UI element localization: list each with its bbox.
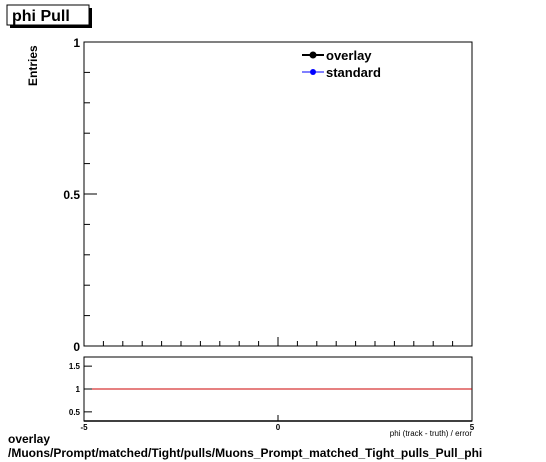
x-axis-label: phi (track - truth) / error (390, 429, 473, 438)
title-box-frame (6, 4, 90, 26)
main-panel: Entries 00.51 overlay standard (26, 36, 473, 354)
main-y-axis: 00.51 (63, 36, 97, 354)
title-box: phi Pull (6, 4, 92, 28)
ratio-y-tick-label: 0.5 (69, 408, 81, 417)
legend-entry-standard: standard (302, 65, 381, 80)
main-y-tick-label: 1 (73, 36, 80, 50)
legend-standard-marker (310, 69, 316, 75)
ratio-y-tick-label: 1.5 (69, 362, 81, 371)
footer-path: overlay /Muons/Prompt/matched/Tight/pull… (8, 432, 482, 460)
legend-overlay-label: overlay (326, 48, 372, 63)
legend-overlay-marker (309, 51, 317, 59)
legend-entry-overlay: overlay (302, 48, 372, 63)
ratio-panel: 0.5 1 1.5 -5 0 5 phi (track - truth) / error (69, 356, 475, 438)
ratio-y-tick-label: 1 (76, 385, 81, 394)
main-x-axis (83, 337, 473, 346)
ratio-x-tick-label: 5 (470, 423, 475, 432)
legend: overlay standard (302, 48, 381, 80)
main-plot-frame (83, 41, 473, 347)
footer-line-1: overlay (8, 432, 51, 446)
main-y-tick-label: 0 (73, 340, 80, 354)
ratio-y-axis: 0.5 1 1.5 (69, 362, 92, 417)
legend-standard-label: standard (326, 65, 381, 80)
footer-line-2: /Muons/Prompt/matched/Tight/pulls/Muons_… (8, 446, 483, 460)
main-y-tick-label: 0.5 (63, 188, 80, 202)
ratio-x-tick-label: -5 (80, 423, 88, 432)
y-axis-label: Entries (26, 45, 40, 86)
ratio-x-tick-label: 0 (276, 423, 281, 432)
ratio-x-axis: -5 0 5 (80, 415, 475, 432)
chart-title: phi Pull (12, 8, 70, 25)
